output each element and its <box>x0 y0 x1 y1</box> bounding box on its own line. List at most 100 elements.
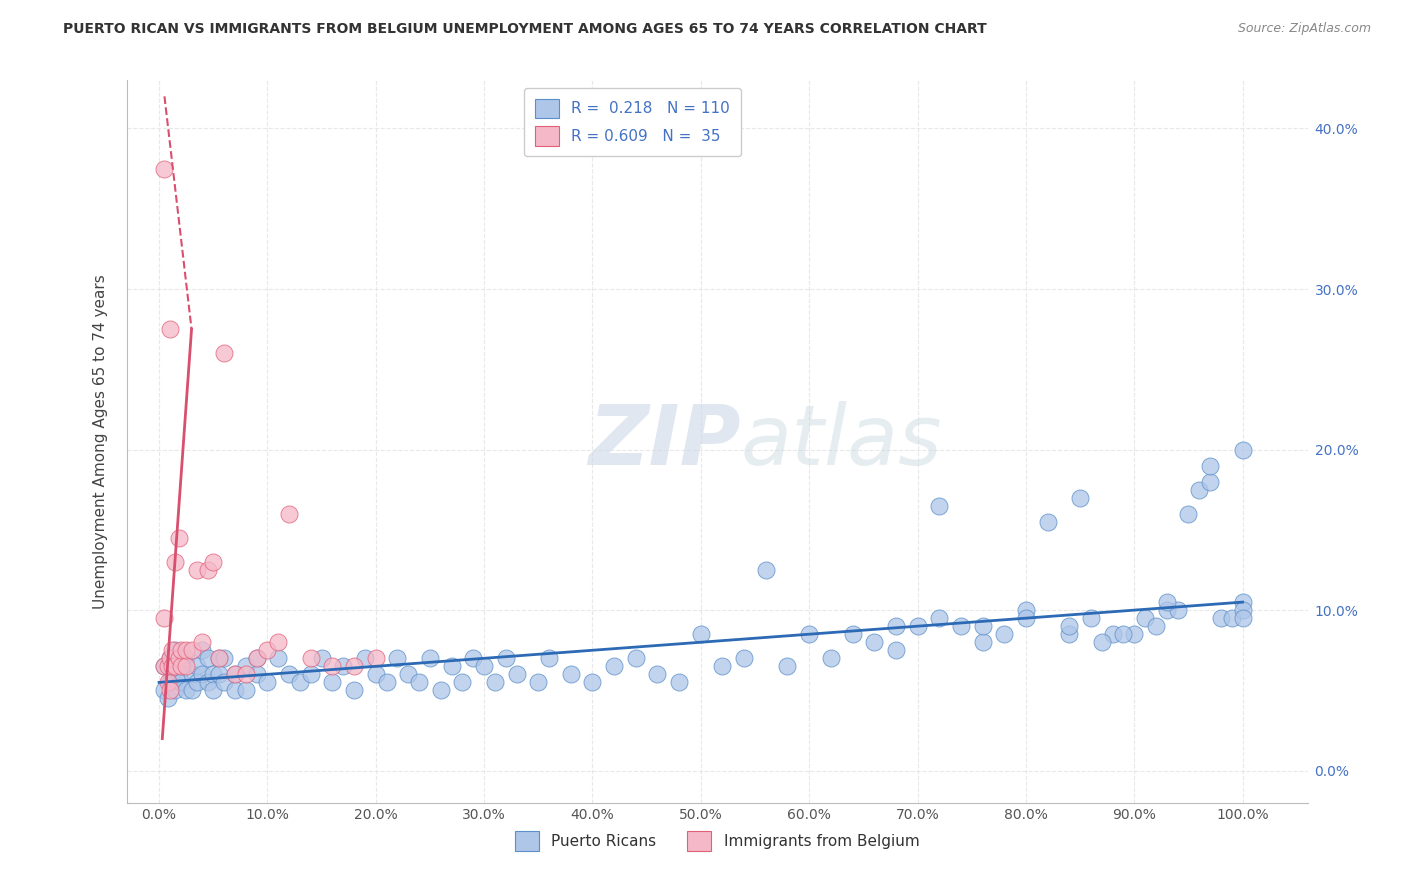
Point <box>180 667 202 681</box>
Point <box>711 659 734 673</box>
Point <box>180 683 202 698</box>
Point <box>668 675 690 690</box>
Point <box>820 651 842 665</box>
Point <box>256 643 278 657</box>
Point <box>799 627 821 641</box>
Point <box>928 499 950 513</box>
Point <box>167 651 190 665</box>
Point <box>419 651 441 665</box>
Point <box>245 651 267 665</box>
Point <box>170 675 193 690</box>
Point <box>153 161 176 176</box>
Point <box>343 683 366 698</box>
Point <box>863 635 886 649</box>
Point <box>191 635 214 649</box>
Point <box>560 667 582 681</box>
Point <box>495 651 517 665</box>
Point <box>288 675 311 690</box>
Point <box>387 651 409 665</box>
Point <box>165 555 187 569</box>
Point <box>1220 611 1243 625</box>
Point <box>197 651 219 665</box>
Point <box>191 667 214 681</box>
Point <box>156 675 179 690</box>
Point <box>581 675 603 690</box>
Point <box>167 667 190 681</box>
Point <box>191 643 214 657</box>
Point <box>1199 475 1222 489</box>
Point <box>343 659 366 673</box>
Point <box>884 619 907 633</box>
Point <box>160 643 183 657</box>
Point <box>256 675 278 690</box>
Point <box>159 322 181 336</box>
Point <box>1156 603 1178 617</box>
Point <box>186 659 208 673</box>
Point <box>212 346 235 360</box>
Point <box>170 659 193 673</box>
Point <box>993 627 1015 641</box>
Point <box>1199 458 1222 473</box>
Point <box>1167 603 1189 617</box>
Point <box>153 659 176 673</box>
Point <box>1209 611 1232 625</box>
Point <box>278 507 301 521</box>
Point <box>212 651 235 665</box>
Point <box>1036 515 1059 529</box>
Text: Source: ZipAtlas.com: Source: ZipAtlas.com <box>1237 22 1371 36</box>
Point <box>202 683 225 698</box>
Text: PUERTO RICAN VS IMMIGRANTS FROM BELGIUM UNEMPLOYMENT AMONG AGES 65 TO 74 YEARS C: PUERTO RICAN VS IMMIGRANTS FROM BELGIUM … <box>63 22 987 37</box>
Point <box>1177 507 1199 521</box>
Point <box>197 675 219 690</box>
Point <box>440 659 463 673</box>
Point <box>208 667 231 681</box>
Point <box>224 667 246 681</box>
Point <box>484 675 506 690</box>
Point <box>159 675 181 690</box>
Point <box>949 619 972 633</box>
Point <box>167 531 190 545</box>
Point <box>153 683 176 698</box>
Point <box>907 619 929 633</box>
Point <box>267 635 290 649</box>
Point <box>1188 483 1211 497</box>
Point <box>311 651 333 665</box>
Point <box>972 619 994 633</box>
Point <box>1091 635 1114 649</box>
Point <box>354 651 377 665</box>
Point <box>174 659 197 673</box>
Point <box>841 627 863 641</box>
Point <box>186 675 208 690</box>
Point <box>1080 611 1102 625</box>
Point <box>202 555 225 569</box>
Point <box>224 667 246 681</box>
Y-axis label: Unemployment Among Ages 65 to 74 years: Unemployment Among Ages 65 to 74 years <box>93 274 108 609</box>
Point <box>1123 627 1146 641</box>
Point <box>159 683 181 698</box>
Point <box>538 651 561 665</box>
Point <box>160 659 183 673</box>
Point <box>603 659 626 673</box>
Point <box>733 651 755 665</box>
Point <box>429 683 451 698</box>
Point <box>472 659 495 673</box>
Point <box>160 667 183 681</box>
Point <box>972 635 994 649</box>
Point <box>165 643 187 657</box>
Point <box>172 659 194 673</box>
Point <box>1156 595 1178 609</box>
Point <box>235 659 257 673</box>
Point <box>1232 595 1254 609</box>
Point <box>1015 603 1038 617</box>
Point <box>202 667 225 681</box>
Point <box>1101 627 1123 641</box>
Point <box>165 659 187 673</box>
Point <box>375 675 398 690</box>
Point <box>186 563 208 577</box>
Point <box>174 683 197 698</box>
Point <box>208 651 231 665</box>
Text: ZIP: ZIP <box>588 401 741 482</box>
Point <box>180 643 202 657</box>
Point <box>451 675 474 690</box>
Point <box>245 651 267 665</box>
